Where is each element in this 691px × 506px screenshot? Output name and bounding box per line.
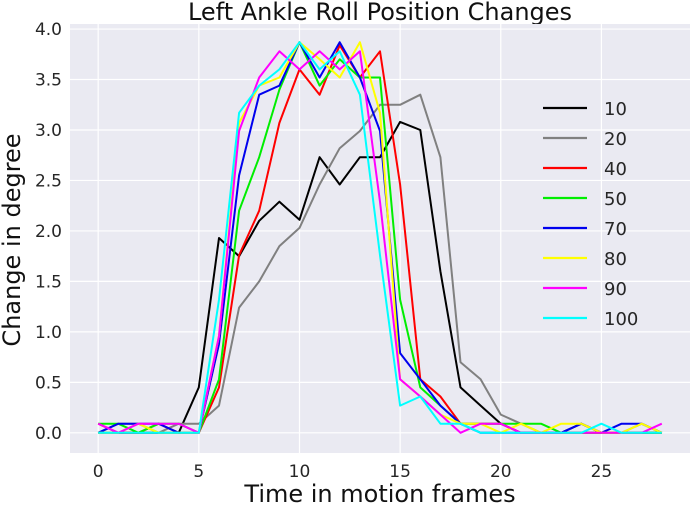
x-axis-ticks: 0 5 10 15 20 25: [93, 462, 612, 482]
y-tick-label: 3.5: [35, 71, 62, 91]
y-axis-label: Change in degree: [0, 133, 26, 346]
x-tick-label: 20: [490, 462, 512, 482]
legend-label-40: 40: [604, 159, 627, 180]
series-line-100: [98, 41, 662, 434]
chart-title: Left Ankle Roll Position Changes: [188, 0, 572, 26]
y-axis-ticks: 0.0 0.5 1.0 1.5 2.0 2.5 3.0 3.5 4.0: [35, 20, 62, 444]
legend-label-100: 100: [604, 309, 638, 330]
y-tick-label: 1.0: [35, 323, 62, 343]
legend-label-50: 50: [604, 189, 627, 210]
x-tick-label: 25: [591, 462, 613, 482]
legend-label-90: 90: [604, 279, 627, 300]
x-tick-label: 15: [389, 462, 411, 482]
y-tick-label: 0.5: [35, 373, 62, 393]
y-tick-label: 2.0: [35, 222, 62, 242]
series-lines: [97, 41, 663, 434]
x-axis-label: Time in motion frames: [243, 480, 515, 506]
x-tick-label: 10: [289, 462, 311, 482]
legend-label-10: 10: [604, 99, 627, 120]
y-tick-label: 0.0: [35, 424, 62, 444]
x-tick-label: 5: [193, 462, 204, 482]
y-tick-label: 2.5: [35, 171, 62, 191]
legend-label-70: 70: [604, 219, 627, 240]
y-tick-label: 3.0: [35, 121, 62, 141]
y-tick-label: 4.0: [35, 20, 62, 40]
plot-area: [70, 24, 690, 453]
legend-label-80: 80: [604, 249, 627, 270]
x-tick-label: 0: [93, 462, 104, 482]
legend: 10 20 40 50 70 80 90 100: [543, 99, 638, 330]
legend-label-20: 20: [604, 129, 627, 150]
y-tick-label: 1.5: [35, 272, 62, 292]
